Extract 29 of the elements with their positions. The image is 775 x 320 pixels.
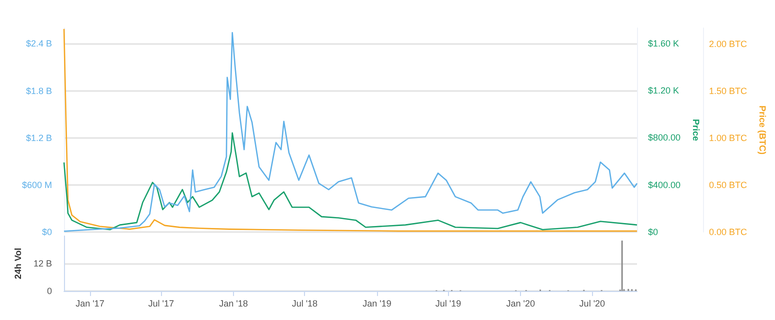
x-tick-label: Jan '20	[506, 298, 535, 308]
y3-tick-label: 1.00 BTC	[709, 132, 748, 143]
y-tick-label: $1.8 B	[26, 86, 52, 96]
y2-tick-label: $800.00	[648, 132, 681, 143]
x-tick-label: Jul '18	[292, 298, 318, 308]
y3-tick-label: 1.50 BTC	[709, 86, 748, 96]
y3-tick-label: 0.50 BTC	[709, 180, 748, 190]
y-tick-label: $2.4 B	[26, 38, 52, 49]
y3-axis-title: Price (BTC)	[757, 105, 768, 155]
y3-tick-label: 0.00 BTC	[709, 227, 748, 237]
x-tick-label: Jul '19	[435, 298, 462, 308]
y-tick-label: $600 M	[22, 180, 52, 190]
x-tick-label: Jan '17	[76, 298, 104, 308]
y2-tick-label: $1.60 K	[648, 38, 680, 48]
x-tick-label: Jul '17	[148, 298, 174, 308]
x-tick-label: Jul '20	[579, 298, 606, 308]
y3-tick-label: 2.00 BTC	[709, 38, 748, 49]
y-tick-label: $1.2 B	[26, 132, 52, 143]
y2-axis-title: Price	[690, 118, 701, 142]
x-tick-label: Jan '19	[362, 298, 392, 308]
y2-tick-label: $1.20 K	[648, 85, 680, 96]
y-tick-label: 12 B	[33, 258, 52, 268]
y-tick-label: 0	[46, 286, 52, 296]
line-series	[63, 132, 638, 230]
y-axis-title: 24h Vol	[13, 248, 24, 280]
y2-tick-label: $0	[648, 227, 658, 237]
x-tick-label: Jan '18	[219, 298, 248, 308]
y-tick-label: $0	[42, 227, 52, 237]
y2-tick-label: $400.00	[648, 180, 681, 190]
